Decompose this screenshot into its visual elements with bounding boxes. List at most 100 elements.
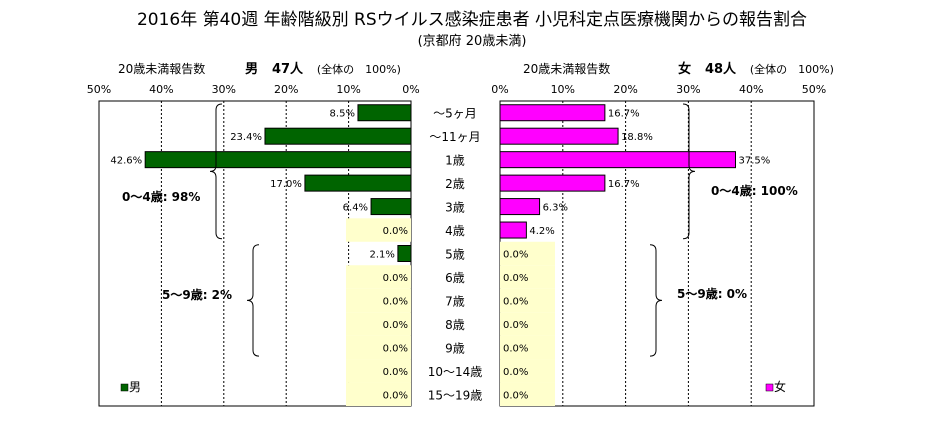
female-tick-label: 40% — [739, 83, 763, 96]
female-zero-shade — [500, 359, 555, 383]
female-bar — [499, 221, 527, 239]
age-category-label: 6歳 — [445, 271, 465, 285]
female-zero-shade — [500, 312, 555, 336]
female-bar — [499, 198, 541, 216]
female-5-9-brace — [649, 244, 663, 357]
female-zero-shade — [500, 335, 555, 360]
male-zero-shade — [346, 359, 411, 383]
female-data-label: 0.0% — [503, 320, 528, 331]
female-header-count: 48人 — [704, 62, 737, 77]
female-zero-shade — [500, 265, 555, 289]
male-tick-label: 30% — [212, 83, 236, 96]
female-data-label: 0.0% — [503, 273, 528, 284]
female-bar — [499, 127, 619, 145]
male-bar — [304, 174, 412, 192]
male-header-note: (全体の 100%) — [316, 63, 401, 76]
male-data-label: 0.0% — [383, 343, 408, 354]
male-bar — [144, 151, 412, 169]
female-data-label: 18.8% — [621, 132, 653, 143]
female-data-label: 0.0% — [503, 343, 528, 354]
female-data-label: 16.7% — [608, 179, 640, 190]
male-data-label: 23.4% — [230, 132, 262, 143]
male-tick-label: 10% — [336, 83, 360, 96]
male-tick-label: 0% — [402, 83, 419, 96]
age-category-label: 1歳 — [445, 154, 465, 168]
female-data-label: 0.0% — [503, 367, 528, 378]
female-legend-label: 女 — [774, 379, 786, 394]
female-zero-shade — [500, 288, 555, 313]
male-bar — [357, 104, 412, 122]
female-header-label: 20歳未満報告数 — [523, 62, 611, 76]
age-category-label: ～5ヶ月 — [433, 107, 477, 121]
female-zero-shade — [500, 382, 555, 406]
female-header: 20歳未満報告数 女 48人 (全体の 100%) — [523, 58, 834, 77]
male-tick-label: 40% — [149, 83, 173, 96]
male-5-9-brace — [246, 244, 260, 357]
male-header-label: 20歳未満報告数 — [118, 62, 206, 76]
male-legend-label: 男 — [129, 380, 141, 394]
age-category-label: 9歳 — [445, 341, 465, 355]
male-data-label: 8.5% — [330, 109, 355, 120]
age-category-label: 3歳 — [445, 201, 465, 215]
female-header-sex: 女 — [678, 62, 692, 77]
female-0-4-brace — [682, 103, 696, 240]
female-0-4-annotation: 0～4歳: 100% — [711, 183, 798, 198]
female-data-label: 16.7% — [608, 109, 640, 120]
male-zero-shade — [346, 335, 411, 360]
female-tick-label: 30% — [676, 83, 700, 96]
age-category-label: 7歳 — [445, 294, 465, 308]
male-header: 20歳未満報告数 男 47人 (全体の 100%) — [118, 58, 401, 77]
male-header-count: 47人 — [271, 62, 304, 77]
male-bar — [264, 127, 412, 145]
female-bar — [499, 104, 606, 122]
female-bar — [499, 151, 736, 169]
female-tick-label: 50% — [802, 83, 826, 96]
male-data-label: 42.6% — [110, 156, 142, 167]
female-tick-label: 10% — [551, 83, 575, 96]
male-zero-shade — [346, 312, 411, 336]
male-tick-label: 50% — [87, 83, 111, 96]
male-data-label: 0.0% — [383, 226, 408, 237]
female-tick-label: 0% — [491, 83, 508, 96]
chart-title: 2016年 第40週 年齢階級別 RSウイルス感染症患者 小児科定点医療機関から… — [136, 10, 808, 30]
age-category-label: 2歳 — [445, 177, 465, 191]
male-data-label: 0.0% — [383, 390, 408, 401]
male-header-sex: 男 — [245, 62, 259, 77]
male-data-label: 17.0% — [270, 179, 302, 190]
male-0-4-brace — [209, 103, 223, 240]
female-data-label: 4.2% — [529, 226, 554, 237]
male-data-label: 0.0% — [383, 296, 408, 307]
female-bar — [499, 174, 606, 192]
male-0-4-annotation: 0～4歳: 98% — [122, 189, 200, 204]
female-data-label: 6.3% — [543, 203, 568, 214]
male-zero-shade — [346, 265, 411, 289]
male-tick-label: 20% — [274, 83, 298, 96]
male-data-label: 6.4% — [343, 203, 368, 214]
male-zero-shade — [346, 218, 411, 242]
female-tick-label: 20% — [613, 83, 637, 96]
male-legend-swatch — [120, 383, 129, 392]
age-category-label: 15～19歳 — [428, 388, 483, 402]
chart-subtitle: (京都府 20歳未満) — [417, 34, 527, 49]
male-data-label: 0.0% — [383, 367, 408, 378]
male-zero-shade — [346, 288, 411, 313]
age-category-label: 5歳 — [445, 248, 465, 262]
age-category-label: 4歳 — [445, 224, 465, 238]
female-header-note: (全体の 100%) — [749, 63, 834, 76]
female-data-label: 37.5% — [739, 156, 771, 167]
male-bar — [397, 245, 412, 262]
female-legend-swatch — [765, 383, 774, 392]
age-category-label: 8歳 — [445, 318, 465, 332]
male-bar — [370, 198, 412, 216]
male-data-label: 2.1% — [369, 250, 394, 261]
male-zero-shade — [346, 382, 411, 406]
female-data-label: 0.0% — [503, 390, 528, 401]
male-5-9-annotation: 5～9歳: 2% — [162, 287, 232, 302]
male-data-label: 0.0% — [383, 273, 408, 284]
female-5-9-annotation: 5～9歳: 0% — [677, 286, 747, 301]
male-data-label: 0.0% — [383, 320, 408, 331]
age-category-label: 10～14歳 — [428, 365, 483, 379]
female-zero-shade — [500, 241, 555, 266]
age-category-label: ～11ヶ月 — [429, 130, 480, 144]
